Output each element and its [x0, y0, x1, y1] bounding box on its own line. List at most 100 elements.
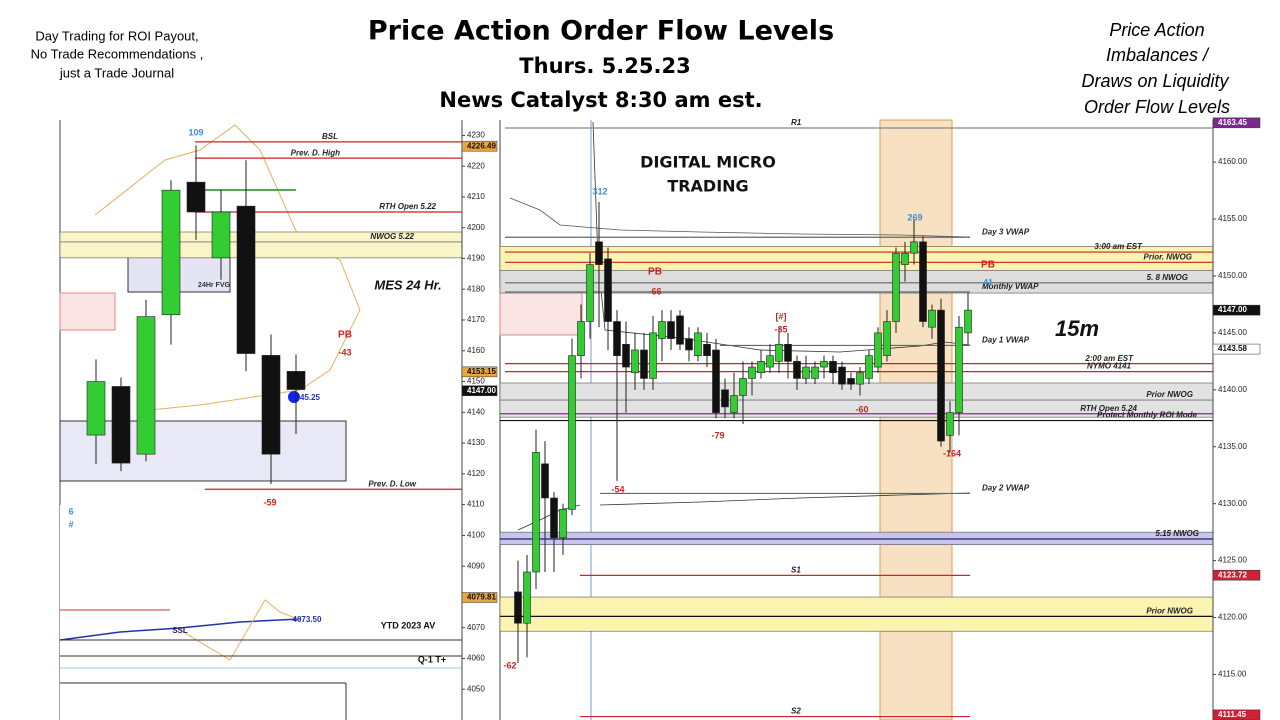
level-label: Prior NWOG [1146, 607, 1193, 616]
candle-body [820, 361, 828, 368]
candle-body [874, 332, 882, 368]
annotation: 45.25 [300, 393, 321, 402]
y-tick-label: 4090 [467, 561, 485, 570]
y-tick-label: 4110 [467, 500, 485, 509]
candle-body [613, 321, 621, 356]
candle-body [161, 189, 181, 316]
candle-body [955, 326, 963, 413]
level-label: Day 3 VWAP [982, 227, 1030, 236]
annotation: # [68, 519, 73, 529]
price-tag-label: 4153.15 [467, 367, 496, 376]
price-tag [461, 140, 498, 152]
level-label: R1 [791, 118, 802, 127]
candle-body [883, 321, 891, 356]
candle-body [211, 211, 231, 259]
annotation: -43 [338, 347, 351, 357]
candle-body [595, 241, 603, 265]
zone [499, 596, 1214, 632]
price-axis [1213, 120, 1260, 720]
level-label: 5.15 NWOG [1155, 529, 1199, 538]
price-tag-label: 4079.81 [467, 593, 496, 602]
level-label: RTH Open 5.22 [379, 202, 436, 211]
candle-body [667, 321, 675, 339]
level-label: Protect Monthly ROI Mode [1097, 411, 1198, 420]
imbalance-zone [59, 292, 116, 331]
level-label: Day 2 VWAP [982, 484, 1030, 493]
candle-body [550, 497, 558, 539]
y-tick-label: 4160 [467, 346, 485, 355]
level-label: Prev. D. High [291, 148, 340, 157]
annotation: -60 [855, 404, 868, 414]
candle-body [856, 372, 864, 385]
candle-body [586, 264, 594, 322]
y-tick-label: 4130 [467, 438, 485, 447]
annotation: -35 [774, 324, 787, 334]
level-label: S2 [791, 707, 801, 716]
price-tag-label: 4163.45 [1218, 118, 1247, 127]
level-label: NYMO 4141 [1087, 362, 1132, 371]
candle-body [775, 343, 783, 362]
y-tick-label: 4145.00 [1218, 328, 1247, 337]
y-tick-label: 4060 [467, 654, 485, 663]
candle-body [559, 509, 567, 539]
level-label: Prior. NWOG [1144, 252, 1192, 261]
level-label: Prev. D. Low [368, 479, 416, 488]
marker [288, 391, 300, 403]
candle-body [532, 452, 540, 573]
annotation: YTD 2023 AV [381, 620, 436, 630]
y-tick-label: 4210 [467, 192, 485, 201]
candle-body [541, 463, 549, 499]
candle-body [919, 241, 927, 322]
side-note: Price Action [1109, 20, 1204, 40]
price-tag [461, 592, 498, 603]
annotation: 4073.50 [293, 615, 322, 624]
candle-body [847, 378, 855, 385]
annotation: 109 [188, 127, 203, 137]
side-note: Imbalances / [1106, 45, 1210, 65]
y-tick-label: 4150 [467, 377, 485, 386]
candle-body [136, 316, 156, 455]
candle-body [604, 258, 612, 322]
indicator-line [59, 618, 301, 641]
annotation: PB [648, 267, 662, 278]
candle-body [712, 349, 720, 413]
candle-body [748, 366, 756, 379]
annotation: PB [981, 260, 995, 271]
fvg-zone [59, 420, 347, 482]
title: Price Action Order Flow Levels [368, 16, 834, 47]
price-tag [461, 385, 498, 397]
annotation: -79 [711, 430, 724, 440]
candle-body [631, 349, 639, 374]
candle-body [186, 181, 206, 213]
y-tick-label: 4160.00 [1218, 157, 1247, 166]
watermark: DIGITAL MICRO [640, 153, 776, 172]
candle-body [577, 321, 585, 356]
y-tick-label: 4140.00 [1218, 385, 1247, 394]
candle-body [703, 343, 711, 356]
y-tick-label: 4230 [467, 130, 485, 139]
annotation: SSL [172, 626, 188, 635]
price-tag-label: 4226.49 [467, 141, 496, 150]
level-label: BSL [322, 132, 338, 141]
annotation: -66 [648, 286, 661, 296]
candle-body [964, 309, 972, 334]
candle-body [640, 349, 648, 379]
price-tag [1212, 304, 1261, 316]
annotation: 24Hr FVG [198, 282, 230, 289]
y-tick-label: 4115.00 [1218, 670, 1247, 679]
candle-body [261, 355, 281, 455]
annotation: [#] [776, 311, 787, 321]
price-tag [1212, 117, 1261, 129]
side-note: Draws on Liquidity [1081, 71, 1229, 91]
lower-panel [60, 505, 462, 720]
date: Thurs. 5.25.23 [519, 54, 690, 78]
disclaimer: just a Trade Journal [59, 65, 174, 80]
price-tag-label: 4123.72 [1218, 570, 1247, 579]
level-label: Day 1 VWAP [982, 336, 1030, 345]
level-label: 3:00 am EST [1094, 242, 1143, 251]
candle-body [730, 395, 738, 413]
level-label: NWOG 5.22 [370, 232, 414, 241]
level-label: S1 [791, 566, 801, 575]
